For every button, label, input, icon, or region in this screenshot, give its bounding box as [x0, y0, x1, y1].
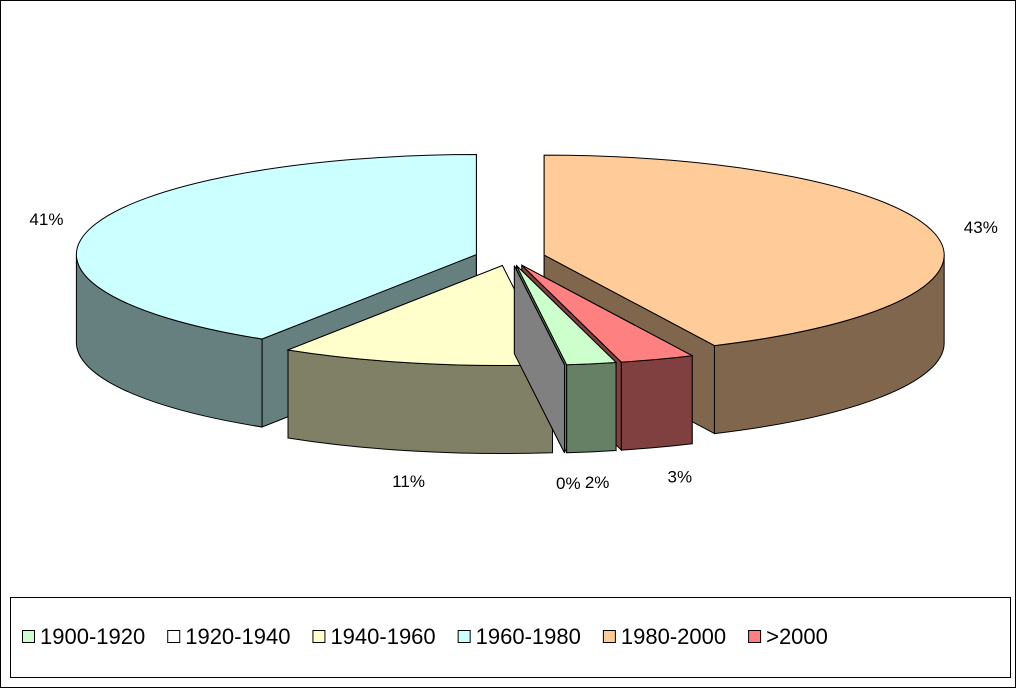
legend-swatch: [602, 630, 616, 643]
legend-label: >2000: [766, 624, 828, 649]
slice-top: [543, 154, 945, 347]
pie: 2%0% 11% 41% 43% 3%: [29, 154, 998, 493]
slice-side: [620, 355, 693, 451]
data-label: 41%: [29, 210, 63, 229]
legend-swatch: [167, 630, 181, 643]
data-label: 3%: [668, 468, 693, 487]
slice-top: [513, 265, 565, 366]
legend-label: 1960-1980: [476, 624, 581, 649]
slice-top: [521, 264, 694, 363]
legend-label: 1920-1940: [185, 624, 290, 649]
legend-swatch: [457, 630, 471, 643]
slice-top: [516, 265, 618, 366]
legend-label: 1980-2000: [621, 624, 726, 649]
legend-swatch: [748, 630, 762, 643]
data-label: 0%: [556, 474, 581, 493]
slice-side: [566, 361, 617, 454]
legend: 1900-1920 1920-1940 1940-1960 1960-1980 1980…: [22, 624, 828, 649]
legend-swatch: [312, 630, 326, 643]
legend-swatch: [22, 630, 35, 643]
data-label: 11%: [392, 472, 425, 491]
legend-label: 1900-1920: [40, 624, 145, 649]
slice: [513, 265, 566, 454]
data-label: 2%: [585, 473, 610, 492]
legend-label: 1940-1960: [330, 624, 435, 649]
slice-top: [75, 154, 477, 340]
data-label: 43%: [964, 218, 998, 237]
